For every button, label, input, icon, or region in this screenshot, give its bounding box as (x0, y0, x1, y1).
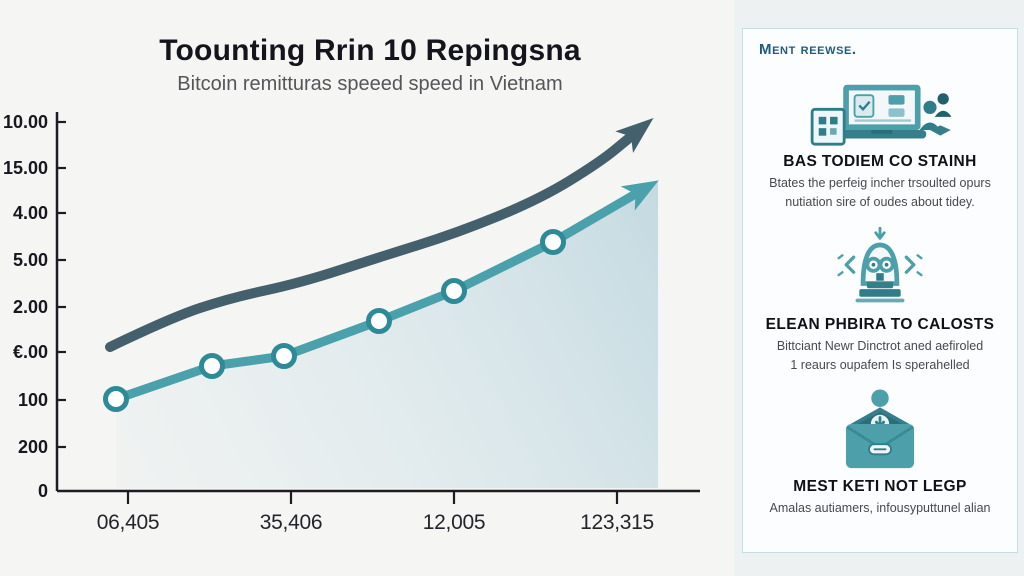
x-axis-label: 12,005 (423, 511, 485, 534)
sidebar-section-2: ELEAN PHBIRA TO CALOSTS Bittciant Newr D… (753, 227, 1007, 375)
y-axis-label: 10.00 (3, 112, 48, 132)
sidebar-header: Ment reewse. (759, 41, 857, 58)
remittance-line-chart: 10.00 15.00 4.00 5.00 2.00 €.00 100 200 0 06,405 3… (3, 112, 700, 534)
data-point-marker (366, 308, 392, 334)
section-body-line: 1 reaurs oupafem Is sperahelled (790, 357, 970, 372)
data-point-marker (199, 353, 225, 379)
sidebar-panel: Ment reewse. (742, 28, 1018, 553)
y-axis-label: 5.00 (13, 250, 48, 270)
section-body-line: Bittciant Newr Dinctrot aned aefiroled (776, 339, 984, 353)
x-axis-label: 35,406 (260, 511, 322, 534)
devices-people-icon (810, 84, 951, 146)
y-axis-label: 2.00 (13, 297, 48, 317)
upper-trend-line (105, 118, 654, 352)
section-body-line: Btates the perfeig incher trsoulted opur… (769, 176, 991, 190)
data-point-marker (540, 229, 566, 255)
section-heading: BAS TODIEM CO STAINH (783, 153, 977, 170)
alert-lamp-icon (837, 227, 923, 303)
data-point-marker (441, 278, 467, 304)
y-axis-label: 4.00 (13, 203, 48, 223)
y-axis-label: 200 (18, 437, 48, 457)
y-axis-label: 100 (18, 390, 48, 410)
sidebar-section-3: MEST KETI NOT LEGP Amalas autiamers, inf… (753, 387, 1007, 518)
inbox-person-icon (845, 389, 915, 469)
chart-axes (55, 112, 700, 493)
section-heading: MEST KETI NOT LEGP (793, 478, 967, 495)
x-axis-label: 123,315 (580, 511, 654, 534)
section-heading: ELEAN PHBIRA TO CALOSTS (765, 316, 995, 333)
section-body-line: Amalas autiamers, infousyputtunel alian (769, 501, 991, 515)
section-body-line: nutiation sire of oudes about tidey. (785, 194, 975, 209)
y-axis-label: 15.00 (3, 158, 48, 178)
y-axis-label: €.00 (13, 342, 48, 362)
x-axis-label: 06,405 (97, 511, 159, 534)
page-title: Toounting Rrin 10 Repingsna (159, 34, 581, 67)
data-point-marker (271, 343, 297, 369)
sidebar-section-1: BAS TODIEM CO STAINH Btates the perfeig … (753, 81, 1007, 212)
page-subtitle: Bitcoin remitturas speeed speed in Vietn… (177, 73, 563, 95)
y-axis-label: 0 (38, 481, 48, 501)
data-point-marker (103, 386, 129, 412)
